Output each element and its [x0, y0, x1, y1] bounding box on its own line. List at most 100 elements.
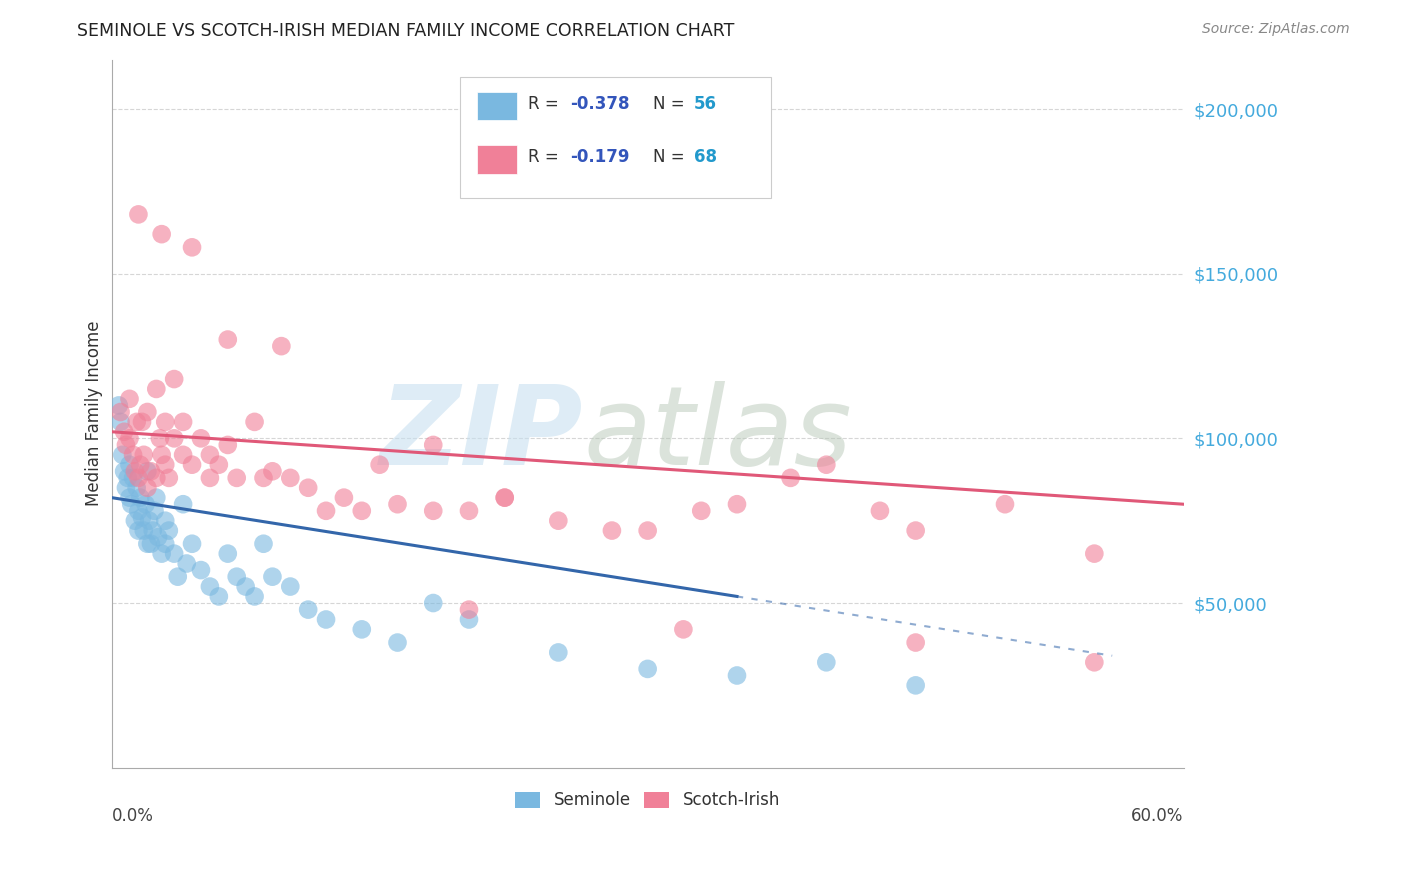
- Point: [136, 405, 159, 419]
- Point: [198, 448, 221, 462]
- Point: [198, 471, 221, 485]
- Point: [904, 524, 927, 538]
- Point: [112, 425, 135, 439]
- Point: [869, 504, 891, 518]
- Point: [136, 464, 159, 478]
- Text: R =: R =: [527, 148, 564, 166]
- Point: [132, 448, 155, 462]
- Point: [136, 537, 159, 551]
- Point: [125, 415, 148, 429]
- Point: [112, 464, 135, 478]
- Point: [190, 431, 212, 445]
- Point: [163, 431, 186, 445]
- Point: [131, 415, 153, 429]
- Point: [1083, 656, 1105, 670]
- Point: [243, 590, 266, 604]
- Point: [252, 471, 274, 485]
- Point: [547, 514, 569, 528]
- Point: [494, 491, 516, 505]
- Point: [243, 415, 266, 429]
- Point: [422, 596, 444, 610]
- Point: [110, 415, 132, 429]
- Point: [368, 458, 391, 472]
- Point: [217, 547, 239, 561]
- Text: Source: ZipAtlas.com: Source: ZipAtlas.com: [1202, 22, 1350, 37]
- Point: [115, 438, 138, 452]
- Point: [118, 431, 141, 445]
- Point: [350, 504, 373, 518]
- Point: [262, 464, 284, 478]
- Point: [297, 602, 319, 616]
- Point: [637, 662, 659, 676]
- Text: -0.378: -0.378: [571, 95, 630, 112]
- Point: [235, 580, 257, 594]
- Point: [262, 570, 284, 584]
- Point: [278, 580, 301, 594]
- Point: [110, 405, 132, 419]
- Point: [111, 448, 134, 462]
- Point: [157, 524, 180, 538]
- Point: [172, 448, 194, 462]
- Point: [155, 537, 177, 551]
- Point: [118, 458, 141, 472]
- Point: [181, 537, 204, 551]
- Point: [150, 448, 173, 462]
- Point: [127, 471, 149, 485]
- Point: [278, 471, 301, 485]
- Point: [458, 613, 481, 627]
- Point: [118, 392, 141, 406]
- FancyBboxPatch shape: [460, 78, 770, 198]
- Point: [252, 537, 274, 551]
- Point: [139, 464, 162, 478]
- Point: [725, 668, 748, 682]
- Point: [904, 678, 927, 692]
- Point: [166, 570, 188, 584]
- Point: [163, 372, 186, 386]
- Text: N =: N =: [652, 148, 690, 166]
- Point: [198, 580, 221, 594]
- Point: [139, 537, 162, 551]
- Point: [145, 382, 167, 396]
- Point: [217, 438, 239, 452]
- Point: [135, 497, 157, 511]
- Point: [107, 399, 129, 413]
- FancyBboxPatch shape: [477, 145, 517, 174]
- Point: [333, 491, 356, 505]
- Point: [132, 524, 155, 538]
- Text: atlas: atlas: [583, 382, 852, 489]
- Point: [150, 547, 173, 561]
- Point: [172, 497, 194, 511]
- Text: 60.0%: 60.0%: [1132, 806, 1184, 824]
- Point: [1083, 547, 1105, 561]
- Text: SEMINOLE VS SCOTCH-IRISH MEDIAN FAMILY INCOME CORRELATION CHART: SEMINOLE VS SCOTCH-IRISH MEDIAN FAMILY I…: [77, 22, 735, 40]
- Point: [181, 240, 204, 254]
- Point: [458, 504, 481, 518]
- Point: [157, 471, 180, 485]
- Point: [163, 547, 186, 561]
- Point: [122, 448, 145, 462]
- Point: [176, 557, 198, 571]
- Point: [155, 415, 177, 429]
- Point: [779, 471, 801, 485]
- Point: [387, 635, 409, 649]
- Point: [270, 339, 292, 353]
- Point: [190, 563, 212, 577]
- Point: [600, 524, 623, 538]
- Point: [150, 227, 173, 242]
- Point: [547, 645, 569, 659]
- Point: [118, 491, 141, 505]
- Text: R =: R =: [527, 95, 564, 112]
- Point: [117, 471, 139, 485]
- Point: [225, 471, 247, 485]
- Point: [136, 481, 159, 495]
- Point: [124, 464, 146, 478]
- Point: [217, 333, 239, 347]
- Legend: Seminole, Scotch-Irish: Seminole, Scotch-Irish: [509, 785, 786, 816]
- Point: [815, 458, 838, 472]
- FancyBboxPatch shape: [477, 92, 517, 120]
- Text: N =: N =: [652, 95, 690, 112]
- Point: [315, 613, 337, 627]
- Point: [120, 497, 142, 511]
- Point: [115, 481, 138, 495]
- Point: [815, 656, 838, 670]
